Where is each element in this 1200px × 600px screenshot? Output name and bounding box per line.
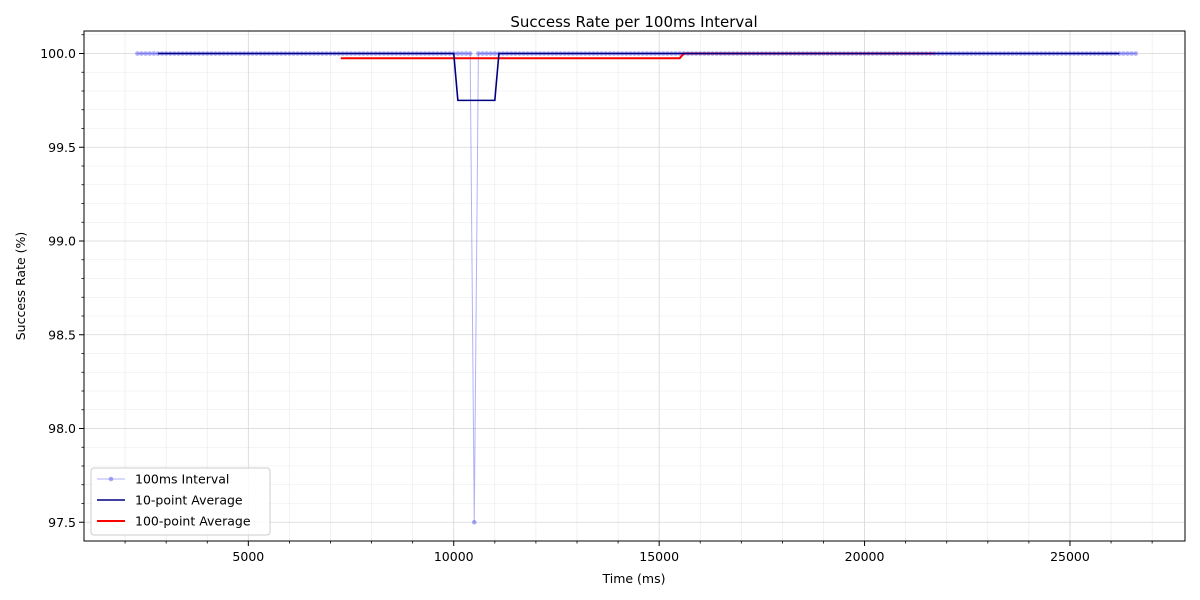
- legend-marker: [108, 476, 114, 482]
- legend-label: 100-point Average: [135, 514, 251, 529]
- data-point-100ms-interval: [1125, 51, 1130, 56]
- series-10-point-average-line: [157, 52, 1120, 102]
- legend-label: 10-point Average: [135, 493, 243, 508]
- data-point-100ms-interval: [135, 51, 140, 56]
- data-point-100ms-interval: [455, 51, 461, 56]
- y-tick-label: 97.5: [48, 515, 76, 530]
- axis-ticks: 5000 10000 15000 20000 25000 97.5 98.0 98.5 99.0…: [40, 34, 1153, 564]
- data-point-100ms-interval: [1121, 51, 1126, 56]
- x-tick-label: 25000: [1050, 549, 1090, 564]
- y-tick-label: 100.0: [40, 46, 76, 61]
- plot-frame: [83, 30, 1186, 542]
- x-tick-label: 10000: [434, 549, 474, 564]
- data-point-100ms-interval: [488, 51, 494, 56]
- data-point-100ms-interval: [143, 51, 148, 56]
- series-100ms-interval-line: [137, 53, 1136, 523]
- x-tick-label: 5000: [232, 549, 264, 564]
- plot-area: [135, 51, 1139, 525]
- x-tick-label: 15000: [639, 549, 679, 564]
- legend-label: 100ms Interval: [135, 472, 229, 487]
- x-tick-label: 20000: [845, 549, 885, 564]
- data-point-100ms-interval: [459, 51, 465, 56]
- data-point-100ms-interval: [476, 51, 481, 56]
- y-tick-label: 99.5: [48, 140, 76, 155]
- data-point-100ms-interval: [1133, 51, 1139, 56]
- data-point-100ms-interval: [480, 51, 485, 56]
- x-axis-label: Time (ms): [601, 571, 665, 586]
- legend-box: [90, 467, 271, 536]
- y-axis-label: Success Rate (%): [13, 232, 28, 341]
- data-point-100ms-interval: [467, 51, 473, 56]
- legend: 100ms Interval 10-point Average 100-point …: [90, 467, 271, 536]
- y-tick-label: 98.5: [48, 327, 76, 342]
- data-point-100ms-interval: [147, 51, 153, 56]
- data-point-100ms-interval: [484, 51, 489, 56]
- data-point-100ms-interval: [139, 51, 144, 56]
- data-point-100ms-interval: [471, 519, 477, 525]
- data-point-100ms-interval: [151, 51, 157, 56]
- y-tick-label: 99.0: [48, 234, 76, 249]
- grid: [84, 31, 1185, 541]
- data-point-100ms-interval: [463, 51, 469, 56]
- data-point-100ms-interval: [492, 51, 498, 56]
- chart-title: Success Rate per 100ms Interval: [510, 13, 757, 31]
- y-tick-label: 98.0: [48, 421, 76, 436]
- data-point-100ms-interval: [1129, 51, 1134, 56]
